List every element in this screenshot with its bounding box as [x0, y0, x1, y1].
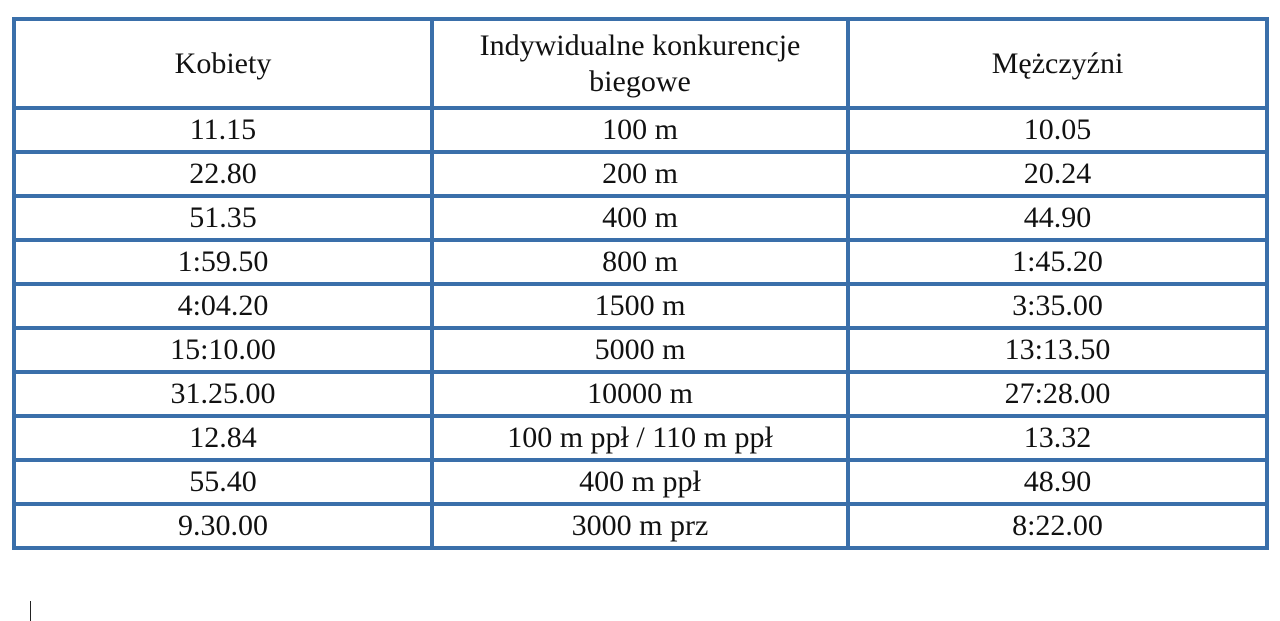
women-time-cell: 9.30.00: [12, 502, 434, 550]
event-cell: 5000 m: [430, 326, 850, 374]
women-time-cell: 55.40: [12, 458, 434, 506]
event-cell: 400 m ppł: [430, 458, 850, 506]
women-time-cell: 31.25.00: [12, 370, 434, 418]
table-row: 51.35 400 m 44.90: [12, 194, 1269, 242]
men-time-cell: 8:22.00: [846, 502, 1269, 550]
men-time-cell: 48.90: [846, 458, 1269, 506]
table-row: 15:10.00 5000 m 13:13.50: [12, 326, 1269, 374]
table-row: 4:04.20 1500 m 3:35.00: [12, 282, 1269, 330]
table-row: 9.30.00 3000 m prz 8:22.00: [12, 502, 1269, 550]
table-header-row: Kobiety Indywidualne konkurencje biegowe…: [12, 17, 1269, 110]
event-cell: 100 m: [430, 106, 850, 154]
table-row: 12.84 100 m ppł / 110 m ppł 13.32: [12, 414, 1269, 462]
men-time-cell: 13.32: [846, 414, 1269, 462]
men-time-cell: 20.24: [846, 150, 1269, 198]
men-time-cell: 27:28.00: [846, 370, 1269, 418]
men-time-cell: 10.05: [846, 106, 1269, 154]
women-time-cell: 51.35: [12, 194, 434, 242]
event-cell: 1500 m: [430, 282, 850, 330]
event-cell: 100 m ppł / 110 m ppł: [430, 414, 850, 462]
women-time-cell: 22.80: [12, 150, 434, 198]
women-time-cell: 1:59.50: [12, 238, 434, 286]
women-time-cell: 15:10.00: [12, 326, 434, 374]
event-cell: 400 m: [430, 194, 850, 242]
event-cell: 200 m: [430, 150, 850, 198]
men-time-cell: 3:35.00: [846, 282, 1269, 330]
event-cell: 3000 m prz: [430, 502, 850, 550]
header-men: Mężczyźni: [846, 17, 1269, 110]
men-time-cell: 1:45.20: [846, 238, 1269, 286]
text-cursor[interactable]: [30, 601, 31, 621]
men-time-cell: 44.90: [846, 194, 1269, 242]
table-row: 1:59.50 800 m 1:45.20: [12, 238, 1269, 286]
qualification-times-table: Kobiety Indywidualne konkurencje biegowe…: [12, 17, 1269, 550]
table-row: 55.40 400 m ppł 48.90: [12, 458, 1269, 506]
header-women: Kobiety: [12, 17, 434, 110]
table-row: 22.80 200 m 20.24: [12, 150, 1269, 198]
records-table-container: Kobiety Indywidualne konkurencje biegowe…: [12, 17, 1269, 550]
women-time-cell: 11.15: [12, 106, 434, 154]
header-event: Indywidualne konkurencje biegowe: [430, 17, 850, 110]
event-cell: 800 m: [430, 238, 850, 286]
women-time-cell: 4:04.20: [12, 282, 434, 330]
men-time-cell: 13:13.50: [846, 326, 1269, 374]
table-row: 31.25.00 10000 m 27:28.00: [12, 370, 1269, 418]
table-row: 11.15 100 m 10.05: [12, 106, 1269, 154]
women-time-cell: 12.84: [12, 414, 434, 462]
event-cell: 10000 m: [430, 370, 850, 418]
